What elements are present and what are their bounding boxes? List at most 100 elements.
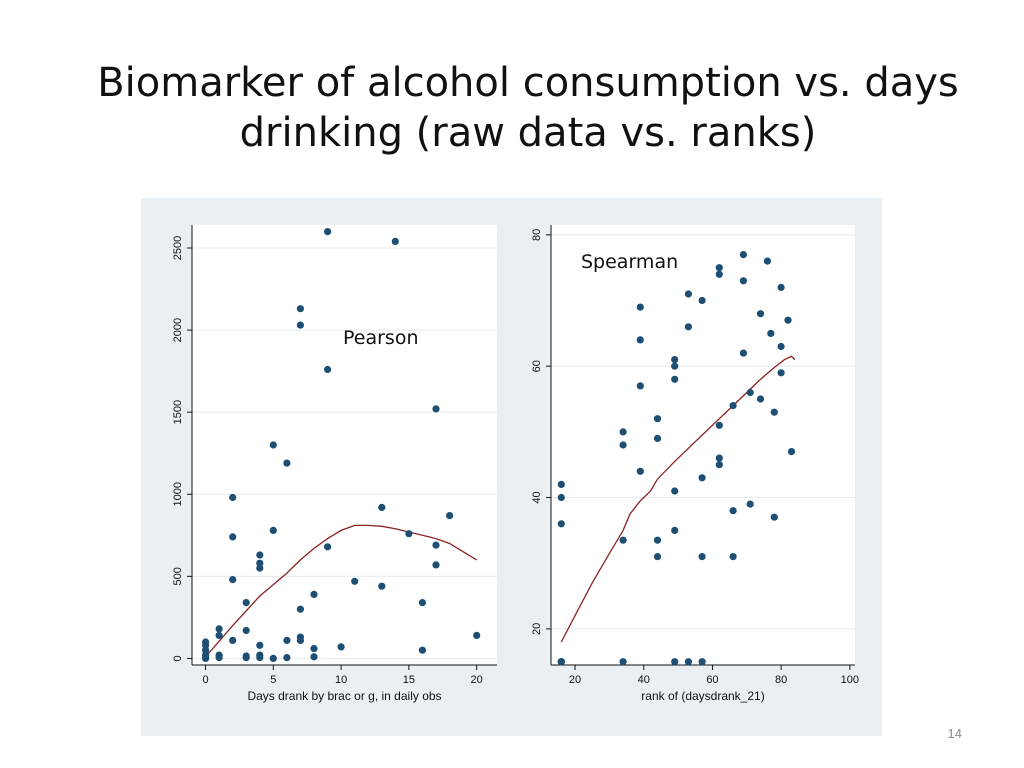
chart-1-y-tick-label-0: 0 bbox=[172, 655, 184, 661]
title-line-2: drinking (raw data vs. ranks) bbox=[239, 110, 817, 156]
chart-2-point-17 bbox=[653, 553, 662, 561]
chart-2-point-52 bbox=[777, 369, 785, 377]
chart-2-point-29 bbox=[698, 553, 706, 561]
chart-1-y-tick-label-3: 1500 bbox=[172, 400, 184, 424]
chart-2-point-2 bbox=[557, 520, 565, 528]
chart-2-point-50 bbox=[777, 283, 785, 291]
chart-1-point-5 bbox=[202, 654, 210, 662]
chart-1-point-20 bbox=[256, 564, 264, 572]
chart-1-fit-line bbox=[205, 524, 478, 658]
chart-1-point-12 bbox=[229, 576, 237, 584]
chart-1: 0 500 1000 1500 2000 2500 0 5 10 15 20 Days drank b… bbox=[172, 225, 497, 703]
chart-2-point-13 bbox=[636, 467, 644, 475]
chart-2-point-0 bbox=[557, 480, 565, 488]
chart-1-point-11 bbox=[229, 533, 237, 541]
chart-1-point-38 bbox=[324, 228, 332, 236]
chart-2-point-16 bbox=[653, 536, 662, 544]
chart-2-point-31 bbox=[715, 264, 723, 272]
chart-1-x-tick-label-2: 10 bbox=[335, 674, 347, 686]
chart-2-point-8 bbox=[619, 536, 627, 544]
chart-2-point-45 bbox=[756, 395, 765, 403]
chart-2-point-46 bbox=[763, 257, 772, 265]
chart-1-point-31 bbox=[296, 321, 304, 329]
chart-1-point-18 bbox=[256, 551, 264, 559]
chart-2-point-51 bbox=[777, 342, 785, 351]
chart-1-point-39 bbox=[324, 365, 332, 374]
chart-2-point-54 bbox=[787, 448, 796, 456]
chart-2-point-1 bbox=[557, 493, 565, 502]
chart-1-point-30 bbox=[296, 305, 304, 313]
chart-2-point-12 bbox=[636, 382, 644, 390]
chart-2-point-14 bbox=[653, 415, 662, 423]
chart-1-y-tick-label-2: 1000 bbox=[172, 482, 184, 506]
chart-2: 20 40 60 80 20 40 60 80 100 rank of (daysdrank_21… bbox=[531, 225, 859, 703]
chart-1-point-50 bbox=[432, 541, 440, 549]
chart-2-annotation: Spearman bbox=[581, 251, 678, 273]
chart-1-point-23 bbox=[256, 654, 264, 662]
chart-1-point-36 bbox=[310, 645, 318, 653]
chart-1-y-tick-label-4: 2000 bbox=[172, 318, 184, 342]
chart-1-point-45 bbox=[391, 237, 399, 245]
chart-1-point-37 bbox=[310, 653, 318, 661]
chart-1-plot-area bbox=[192, 225, 497, 665]
chart-1-x-tick-label-4: 20 bbox=[471, 674, 483, 686]
chart-2-point-26 bbox=[684, 658, 693, 666]
chart-2-point-41 bbox=[739, 349, 748, 357]
chart-2-point-47 bbox=[767, 329, 775, 337]
chart-1-point-15 bbox=[242, 626, 250, 635]
chart-2-point-27 bbox=[698, 296, 706, 305]
chart-1-point-26 bbox=[269, 654, 277, 662]
chart-panel: 0 500 1000 1500 2000 2500 0 5 10 15 20 Days drank b… bbox=[141, 198, 882, 736]
chart-1-point-25 bbox=[269, 526, 277, 534]
chart-1-point-6 bbox=[215, 625, 223, 633]
chart-1-point-40 bbox=[324, 543, 332, 551]
chart-2-point-40 bbox=[739, 277, 748, 285]
chart-1-point-9 bbox=[215, 654, 223, 662]
chart-2-x-tick-label-0: 20 bbox=[569, 674, 581, 686]
chart-1-point-51 bbox=[432, 561, 440, 569]
chart-2-point-20 bbox=[671, 375, 679, 383]
chart-2-point-7 bbox=[619, 441, 627, 449]
chart-1-point-27 bbox=[283, 459, 291, 467]
chart-2-point-15 bbox=[653, 434, 662, 442]
chart-2-point-49 bbox=[770, 513, 778, 521]
chart-2-x-axis-label: rank of (daysdrank_21) bbox=[641, 689, 764, 703]
chart-2-plot-area bbox=[551, 225, 855, 665]
chart-2-point-48 bbox=[770, 408, 778, 416]
chart-1-point-21 bbox=[256, 641, 264, 649]
chart-2-point-18 bbox=[671, 356, 679, 364]
chart-1-x-tick-label-0: 0 bbox=[202, 674, 208, 686]
chart-2-point-6 bbox=[619, 428, 627, 436]
title-line-1: Biomarker of alcohol consumption vs. day… bbox=[97, 60, 959, 106]
chart-1-point-53 bbox=[473, 631, 481, 639]
chart-1-point-13 bbox=[229, 636, 237, 644]
chart-1-point-28 bbox=[283, 636, 291, 644]
chart-1-point-52 bbox=[446, 512, 454, 520]
scatter-plots: 0 500 1000 1500 2000 2500 0 5 10 15 20 Days drank b… bbox=[172, 225, 859, 703]
chart-2-point-53 bbox=[784, 316, 792, 324]
chart-2-point-32 bbox=[715, 270, 723, 278]
chart-1-point-17 bbox=[242, 654, 250, 662]
chart-1-point-14 bbox=[242, 599, 250, 607]
chart-1-point-34 bbox=[296, 636, 304, 644]
chart-2-y-tick-label-1: 40 bbox=[531, 491, 543, 503]
chart-1-point-42 bbox=[351, 577, 359, 585]
chart-2-x-tick-label-3: 80 bbox=[775, 674, 787, 686]
chart-1-point-29 bbox=[283, 654, 291, 662]
chart-1-x-tick-label-1: 5 bbox=[270, 674, 276, 686]
chart-1-point-35 bbox=[310, 590, 318, 598]
chart-2-point-11 bbox=[636, 336, 644, 344]
page-number: 14 bbox=[947, 726, 962, 741]
chart-2-point-25 bbox=[684, 323, 693, 331]
chart-2-fit-line bbox=[560, 355, 796, 643]
chart-2-point-21 bbox=[671, 487, 679, 495]
chart-2-point-24 bbox=[684, 290, 693, 298]
chart-1-y-tick-label-1: 500 bbox=[172, 567, 184, 585]
chart-1-point-7 bbox=[215, 631, 223, 639]
chart-1-point-10 bbox=[229, 493, 237, 502]
chart-2-point-43 bbox=[746, 500, 754, 508]
chart-2-y-tick-label-2: 60 bbox=[531, 360, 543, 372]
chart-2-point-23 bbox=[671, 658, 679, 666]
chart-2-x-tick-label-2: 60 bbox=[706, 674, 718, 686]
chart-2-point-22 bbox=[671, 526, 679, 534]
